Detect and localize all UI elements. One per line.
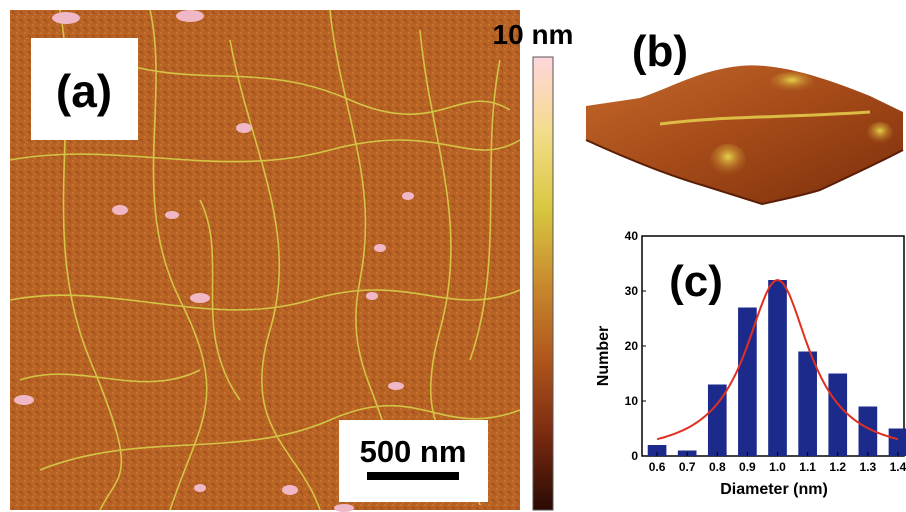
colorbar-scale [532,56,554,511]
y-tick-label: 40 [625,229,639,243]
pink-clusters [14,10,414,512]
y-tick-label: 30 [625,284,639,298]
afm-3d-surface [586,65,903,204]
histogram-bar [828,373,848,456]
x-tick-label: 0.6 [649,460,666,474]
afm-3d-bump [710,144,746,176]
x-tick-label: 1.2 [829,460,846,474]
nanotube-strands [9,9,521,511]
panel-c-label: (c) [669,257,723,306]
panel-b-label: (b) [632,27,688,76]
scalebar-box [339,420,488,502]
histogram-bar [768,280,787,456]
y-tick-label: 0 [631,449,638,463]
histogram-bar [798,351,817,456]
scalebar [367,472,459,480]
x-tick-label: 0.8 [709,460,726,474]
histogram-ticks: 0.6 0.7 0.8 0.9 1.0 1.1 1.2 1.3 1.4 0 10 20 30 40 [625,229,906,474]
panel-a: (a) 500 nm [9,9,521,512]
x-tick-label: 0.7 [679,460,696,474]
fit-curve [656,278,899,441]
panel-c: 0.6 0.7 0.8 0.9 1.0 1.1 1.2 1.3 1.4 0 10 20 30 40 (c)… [595,229,906,498]
y-axis-label: Number [595,326,612,386]
afm-3d-bump [867,122,893,144]
panel-a-label-box [31,38,138,140]
x-axis-label: Diameter (nm) [720,481,828,498]
y-tick-label: 10 [625,394,639,408]
histogram-bar [647,445,667,456]
panel-a-label: (a) [56,65,112,117]
histogram-bar [888,428,906,456]
colorbar-max-label: 10 nm [493,19,574,50]
afm-3d-bump [770,72,814,92]
panel-b: (b) [585,27,904,206]
afm-3d-front-edge [585,139,904,206]
scalebar-label: 500 nm [360,434,467,469]
histogram-bar [707,384,727,456]
histogram-bar [858,406,878,456]
x-tick-label: 1.3 [860,460,877,474]
x-tick-label: 1.1 [799,460,816,474]
x-tick-label: 1.0 [769,460,786,474]
x-tick-label: 0.9 [739,460,756,474]
histogram-bars [647,280,906,456]
afm-3d-ridge [659,110,871,126]
y-tick-label: 20 [625,339,639,353]
x-tick-label: 1.4 [890,460,906,474]
colorbar: 10 nm [493,19,574,511]
histogram-bar [738,307,757,456]
